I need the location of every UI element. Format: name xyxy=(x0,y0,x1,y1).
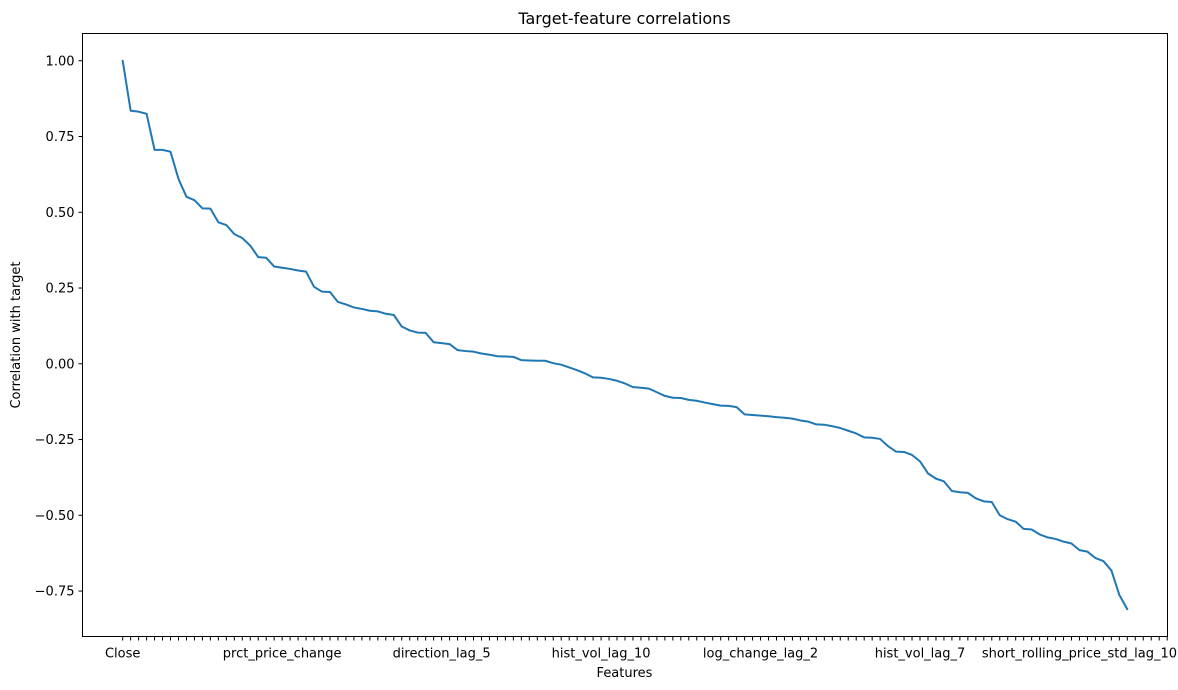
y-tick-label: 0.50 xyxy=(46,206,75,221)
x-axis-ticks: Close prct_price_change direction_lag_5 his… xyxy=(105,636,1177,662)
x-tick-label: direction_lag_5 xyxy=(393,647,491,662)
y-tick-label: −0.50 xyxy=(35,509,75,524)
y-tick-label: 0.00 xyxy=(46,357,75,372)
x-tick-label: hist_vol_lag_10 xyxy=(552,647,651,662)
y-tick-label: 0.75 xyxy=(46,130,75,145)
chart-title: Target-feature correlations xyxy=(517,9,730,28)
x-tick-label: prct_price_change xyxy=(223,647,342,662)
y-axis-ticks: 1.00 0.75 0.50 0.25 0.00 −0.25 −0.50 −0.75 xyxy=(35,54,83,600)
series-line xyxy=(121,59,1129,611)
x-tick-label: hist_vol_lag_7 xyxy=(875,647,966,662)
x-tick-label: log_change_lag_2 xyxy=(703,647,818,662)
y-tick-label: 1.00 xyxy=(46,54,75,69)
y-tick-label: −0.25 xyxy=(35,433,75,448)
x-tick-label: Close xyxy=(105,647,140,662)
y-tick-label: 0.25 xyxy=(46,282,75,297)
plot-frame xyxy=(82,33,1168,637)
y-axis-label: Correlation with target xyxy=(9,261,24,408)
x-tick-label: short_rolling_price_std_lag_10 xyxy=(982,647,1177,662)
y-tick-label: −0.75 xyxy=(35,585,75,600)
x-axis-label: Features xyxy=(597,666,653,681)
